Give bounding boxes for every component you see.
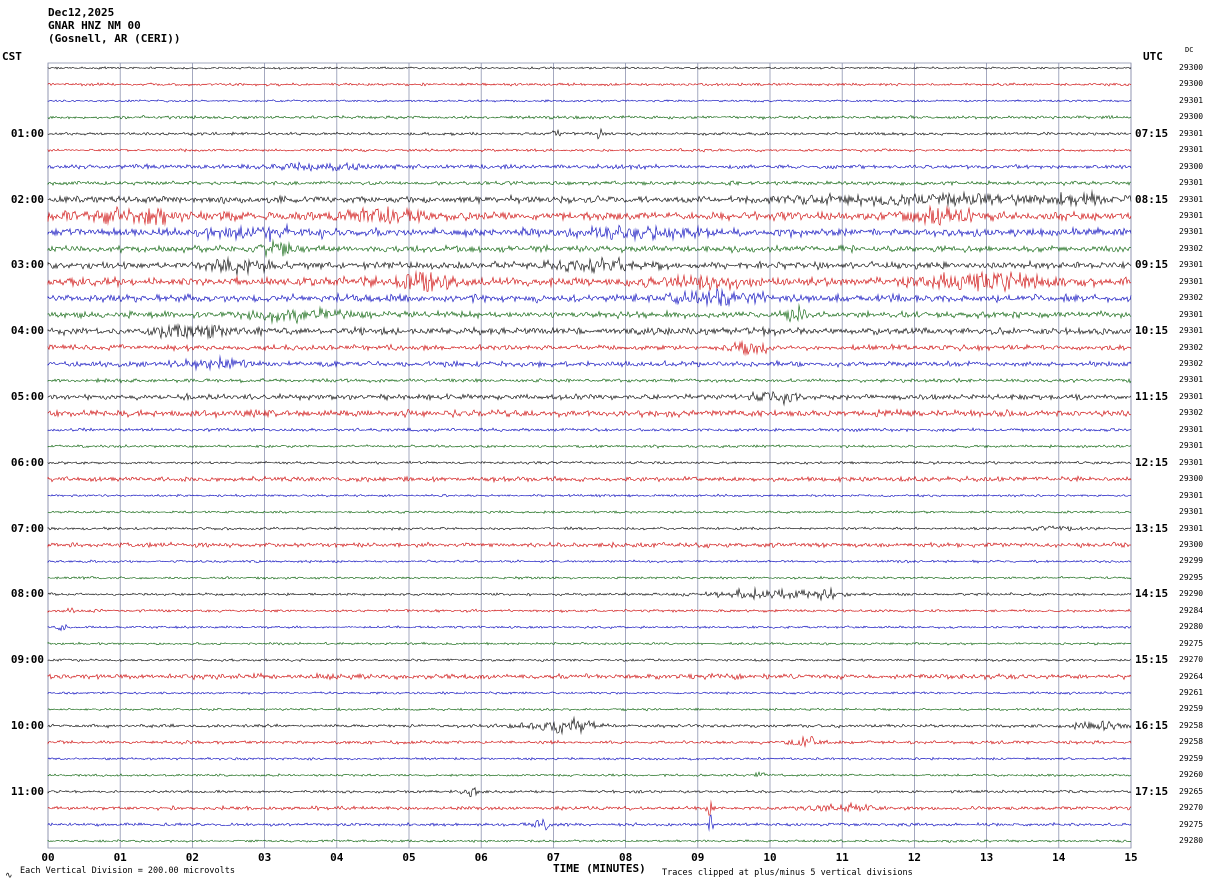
date-title: Dec12,2025 <box>48 6 115 19</box>
dc-column-label: DC <box>1185 46 1194 54</box>
clip-note: Traces clipped at plus/minus 5 vertical … <box>662 868 913 878</box>
right-axis-label: UTC <box>1143 50 1163 63</box>
location-title: (Gosnell, AR (CERI)) <box>48 32 181 45</box>
x-axis-title: TIME (MINUTES) <box>553 862 646 875</box>
left-axis-label: CST <box>2 50 22 63</box>
corner-glyph: ∿ <box>5 871 13 881</box>
title-block: Dec12,2025 GNAR HNZ NM 00 (Gosnell, AR (… <box>48 6 180 45</box>
station-title: GNAR HNZ NM 00 <box>48 19 141 32</box>
scale-note: Each Vertical Division = 200.00 microvol… <box>20 866 235 876</box>
